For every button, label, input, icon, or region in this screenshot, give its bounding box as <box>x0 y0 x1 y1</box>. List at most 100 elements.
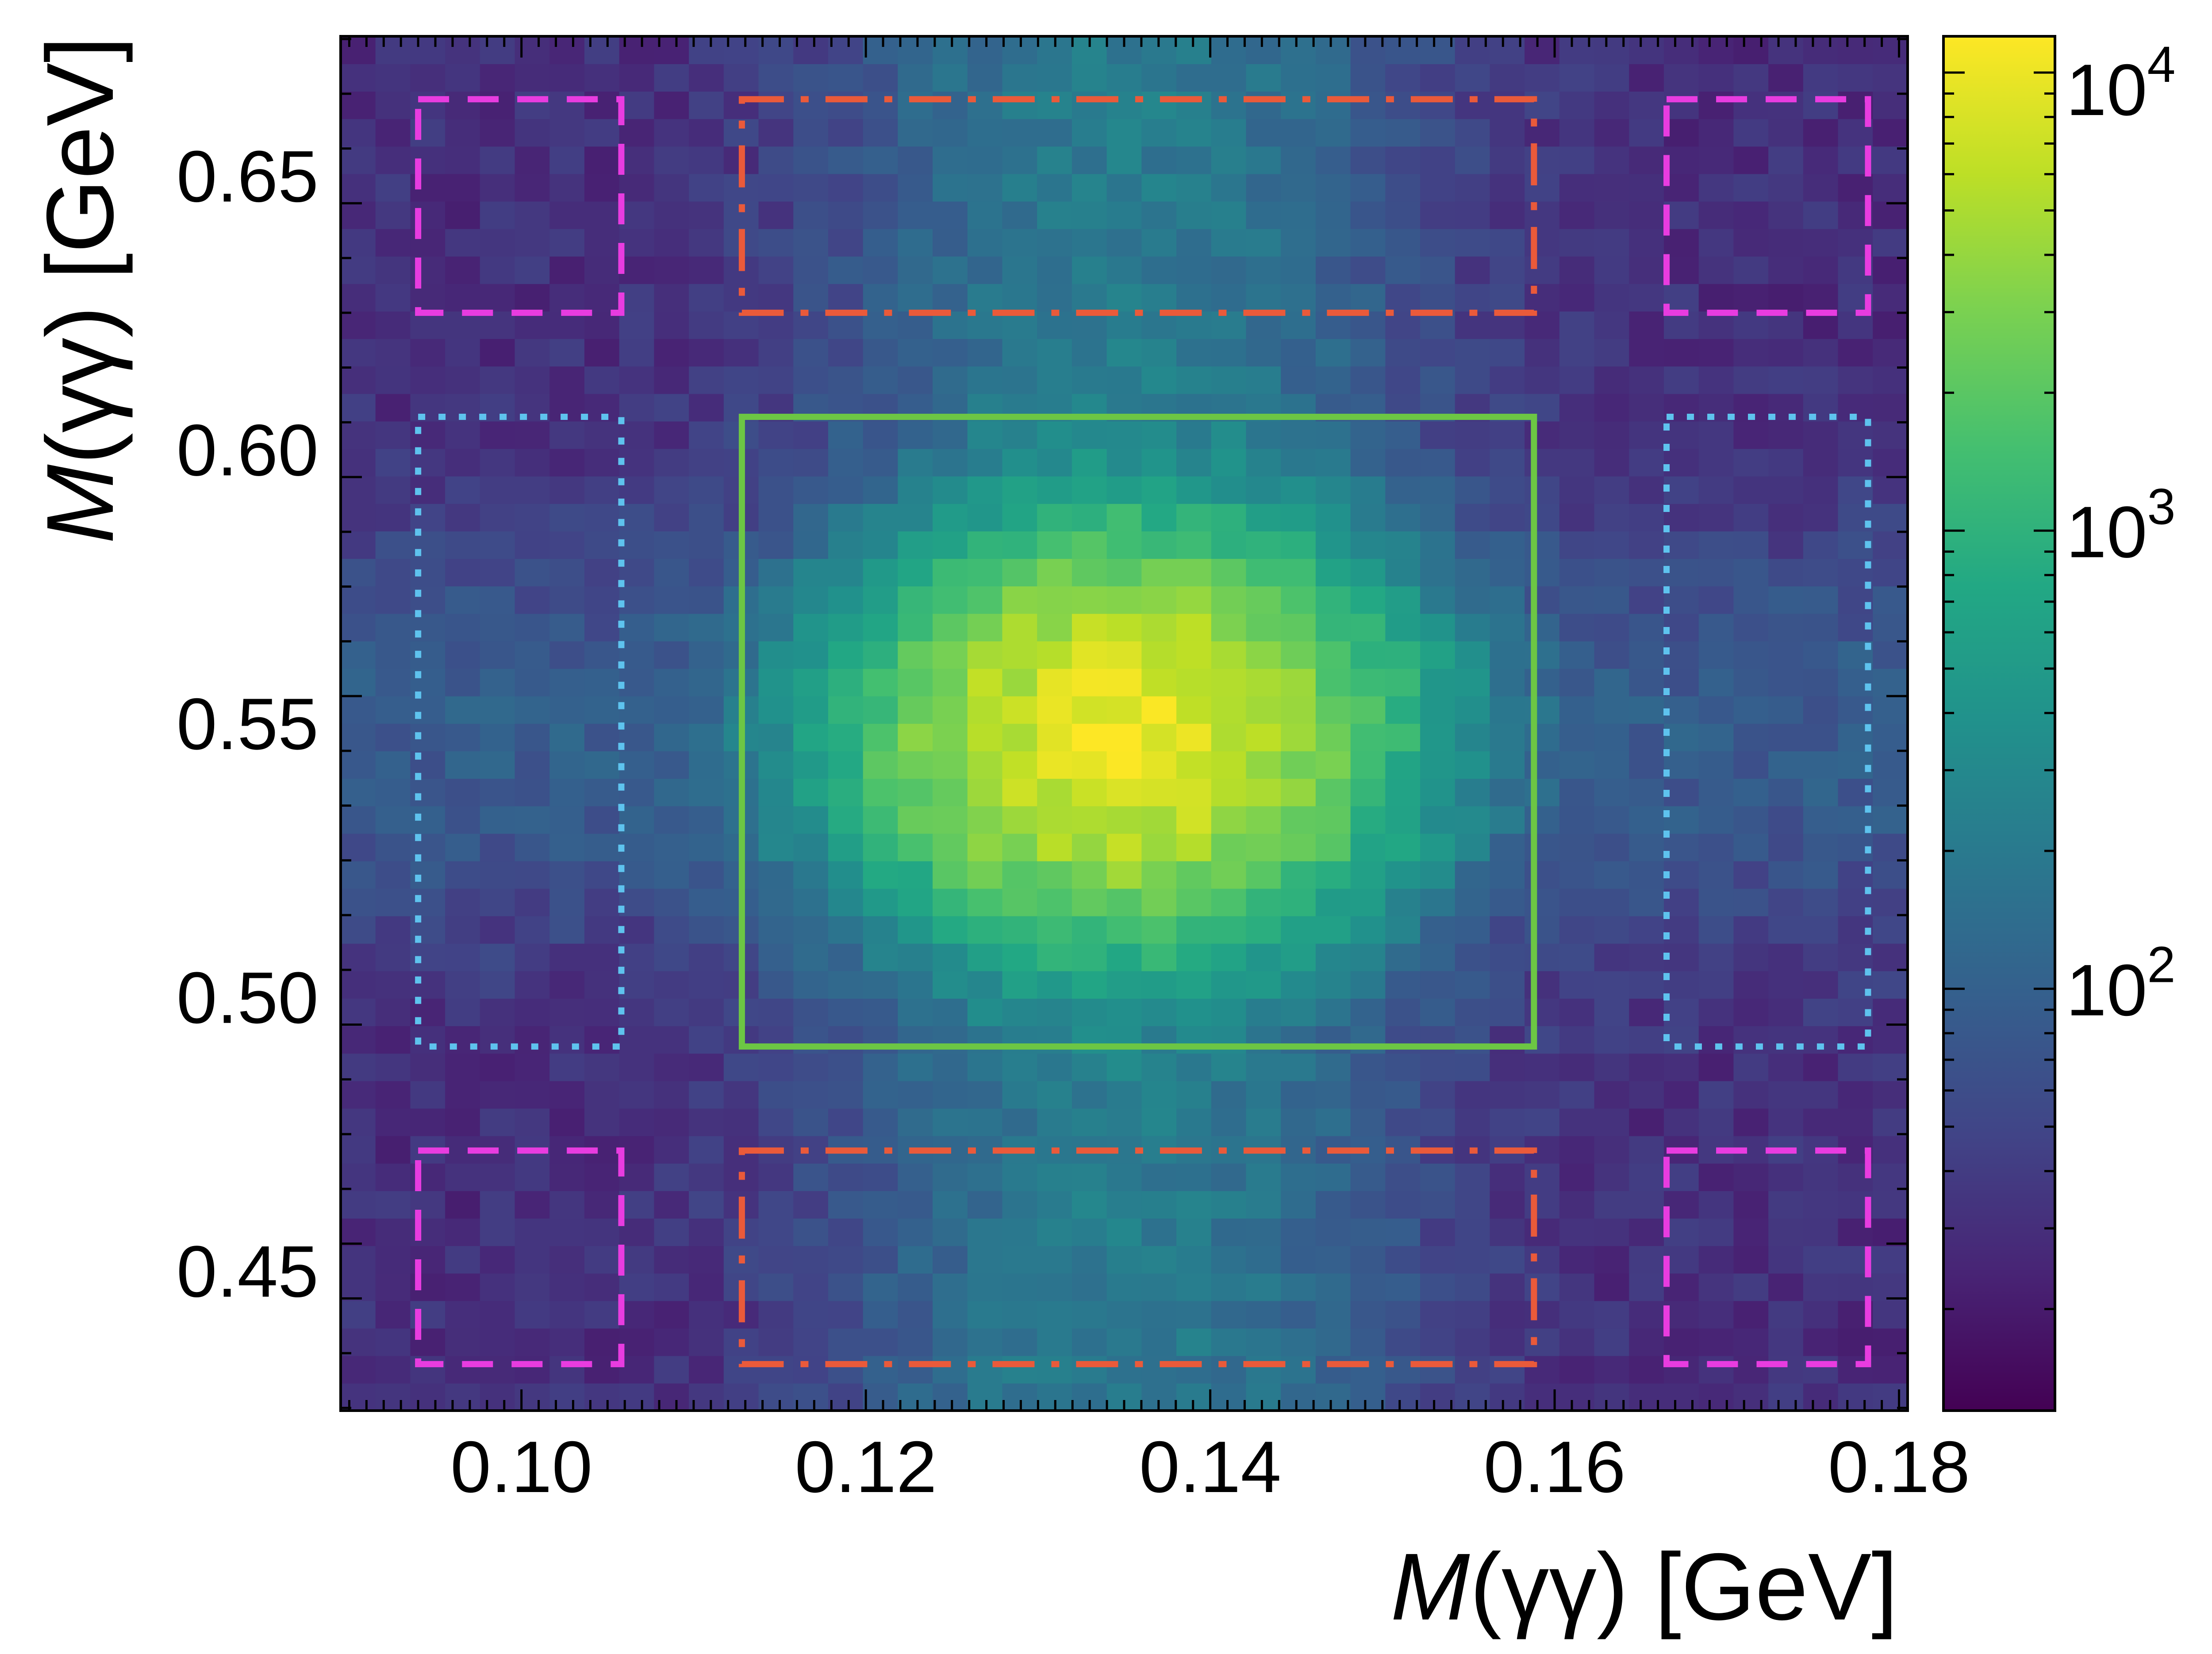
heatmap-cell <box>793 613 829 642</box>
x-tick-label: 0.16 <box>1484 1426 1626 1508</box>
heatmap-cell <box>375 1053 411 1081</box>
heatmap-cell <box>1141 998 1177 1027</box>
heatmap-cell <box>1629 421 1664 449</box>
heatmap-cell <box>1385 833 1421 862</box>
heatmap-cell <box>619 1191 655 1219</box>
heatmap-cell <box>1873 36 1908 64</box>
heatmap-cell <box>689 256 724 284</box>
heatmap-cell <box>1071 1218 1107 1246</box>
heatmap-cell <box>933 861 968 889</box>
heatmap-cell <box>445 971 480 999</box>
heatmap-cell <box>1698 833 1734 862</box>
heatmap-cell <box>898 1355 933 1384</box>
heatmap-cell <box>1211 943 1247 971</box>
heatmap-cell <box>375 998 411 1027</box>
heatmap-cell <box>1525 173 1560 202</box>
heatmap-cell <box>654 1053 689 1081</box>
heatmap-cell <box>1664 641 1699 669</box>
heatmap-cell <box>480 1328 515 1356</box>
heatmap-cell <box>654 146 689 174</box>
heatmap-cell <box>828 861 864 889</box>
heatmap-cell <box>1350 338 1386 367</box>
heatmap-cell <box>758 421 794 449</box>
heatmap-cell <box>1733 613 1769 642</box>
heatmap-cell <box>689 943 724 971</box>
heatmap-cell <box>1420 1328 1455 1356</box>
heatmap-cell <box>341 64 376 92</box>
heatmap-cell <box>1281 723 1316 751</box>
heatmap-cell <box>1664 1300 1699 1329</box>
heatmap-cell <box>1525 366 1560 394</box>
heatmap-cell <box>689 1300 724 1329</box>
heatmap-cell <box>445 504 480 531</box>
heatmap-cell <box>445 476 480 504</box>
heatmap-cell <box>1037 366 1072 394</box>
heatmap-cell <box>375 1218 411 1246</box>
heatmap-cell <box>1246 558 1281 587</box>
y-tick-label: 0.50 <box>177 957 319 1039</box>
heatmap-cell <box>480 366 515 394</box>
heatmap-cell <box>1037 201 1072 229</box>
heatmap-cell <box>1490 366 1525 394</box>
heatmap-cell <box>1071 1355 1107 1384</box>
heatmap-cell <box>1873 1163 1908 1191</box>
y-tick-label: 0.65 <box>177 136 319 217</box>
heatmap-cell <box>1106 751 1142 779</box>
heatmap-cell <box>1873 448 1908 477</box>
heatmap-cell <box>654 366 689 394</box>
heatmap-cell <box>1246 201 1281 229</box>
heatmap-cell <box>1176 531 1212 559</box>
heatmap-cell <box>619 504 655 531</box>
heatmap-cell <box>619 421 655 449</box>
heatmap-cell <box>654 833 689 862</box>
heatmap-cell <box>1559 1026 1595 1054</box>
heatmap-cell <box>1768 1328 1804 1356</box>
heatmap-cell <box>689 1191 724 1219</box>
heatmap-cell <box>1455 1246 1490 1274</box>
heatmap-cell <box>1733 366 1769 394</box>
heatmap-cell <box>1141 173 1177 202</box>
heatmap-cell <box>445 201 480 229</box>
heatmap-cell <box>1559 861 1595 889</box>
heatmap-cell <box>793 586 829 614</box>
heatmap-cell <box>654 448 689 477</box>
heatmap-cell <box>689 284 724 312</box>
heatmap-cell <box>1733 36 1769 64</box>
heatmap-cell <box>549 284 585 312</box>
heatmap-cell <box>898 915 933 944</box>
heatmap-cell <box>445 146 480 174</box>
heatmap-cell <box>341 1163 376 1191</box>
heatmap-cell <box>1733 228 1769 257</box>
heatmap-cell <box>1733 751 1769 779</box>
heatmap-cell <box>375 915 411 944</box>
heatmap-cell <box>445 91 480 119</box>
heatmap-cell <box>654 1026 689 1054</box>
heatmap-cell <box>1525 228 1560 257</box>
x-axis-label: M(γγ) [GeV] <box>1390 1533 1898 1640</box>
heatmap-cell <box>1594 393 1630 422</box>
heatmap-cell <box>1873 778 1908 807</box>
heatmap-cell <box>1525 201 1560 229</box>
heatmap-cell <box>1385 146 1421 174</box>
heatmap-cell <box>793 91 829 119</box>
heatmap-cell <box>689 1053 724 1081</box>
heatmap-cell <box>1733 998 1769 1027</box>
heatmap-cell <box>1037 338 1072 367</box>
heatmap-cell <box>1664 668 1699 696</box>
heatmap-cell <box>898 971 933 999</box>
heatmap-cell <box>1106 1246 1142 1274</box>
heatmap-cell <box>515 558 550 587</box>
heatmap-cell <box>1455 64 1490 92</box>
heatmap-cell <box>1803 833 1839 862</box>
heatmap-cell <box>1071 586 1107 614</box>
heatmap-cell <box>1698 448 1734 477</box>
heatmap-cell <box>1803 1246 1839 1274</box>
heatmap-cell <box>375 833 411 862</box>
heatmap-cell <box>1281 201 1316 229</box>
heatmap-cell <box>1594 1355 1630 1384</box>
heatmap-cell <box>515 421 550 449</box>
heatmap-cell <box>863 64 899 92</box>
heatmap-cell <box>1141 613 1177 642</box>
heatmap-cell <box>480 338 515 367</box>
